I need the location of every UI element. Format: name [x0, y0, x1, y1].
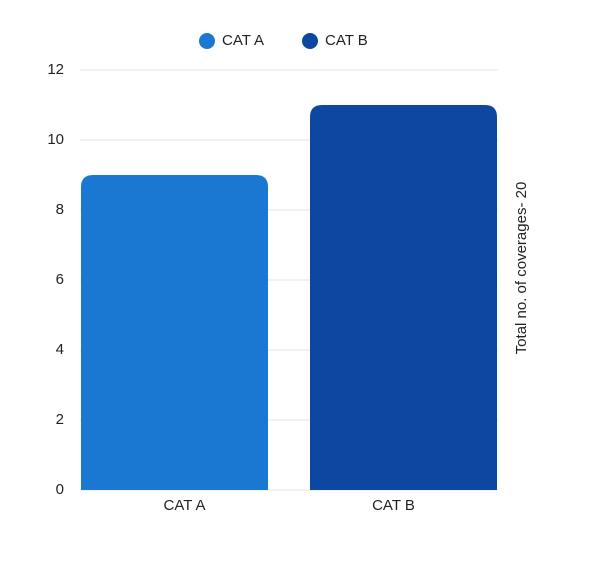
y-tick-label: 8 — [56, 201, 64, 218]
y-tick-label: 6 — [56, 271, 64, 288]
y-tick-label: 10 — [47, 131, 64, 148]
bar — [310, 105, 497, 490]
legend-label[interactable]: CAT A — [222, 32, 264, 49]
x-tick-label: CAT A — [164, 497, 206, 514]
y-tick-label: 0 — [56, 481, 64, 498]
y-tick-label: 12 — [47, 61, 64, 78]
legend-marker[interactable] — [199, 33, 215, 49]
y-tick-label: 4 — [56, 341, 64, 358]
bar — [81, 175, 268, 490]
x-tick-label: CAT B — [372, 497, 415, 514]
y-tick-label: 2 — [56, 411, 64, 428]
y-axis-label: Total no. of coverages- 20 — [513, 182, 530, 355]
legend-marker[interactable] — [302, 33, 318, 49]
legend-label[interactable]: CAT B — [325, 32, 368, 49]
